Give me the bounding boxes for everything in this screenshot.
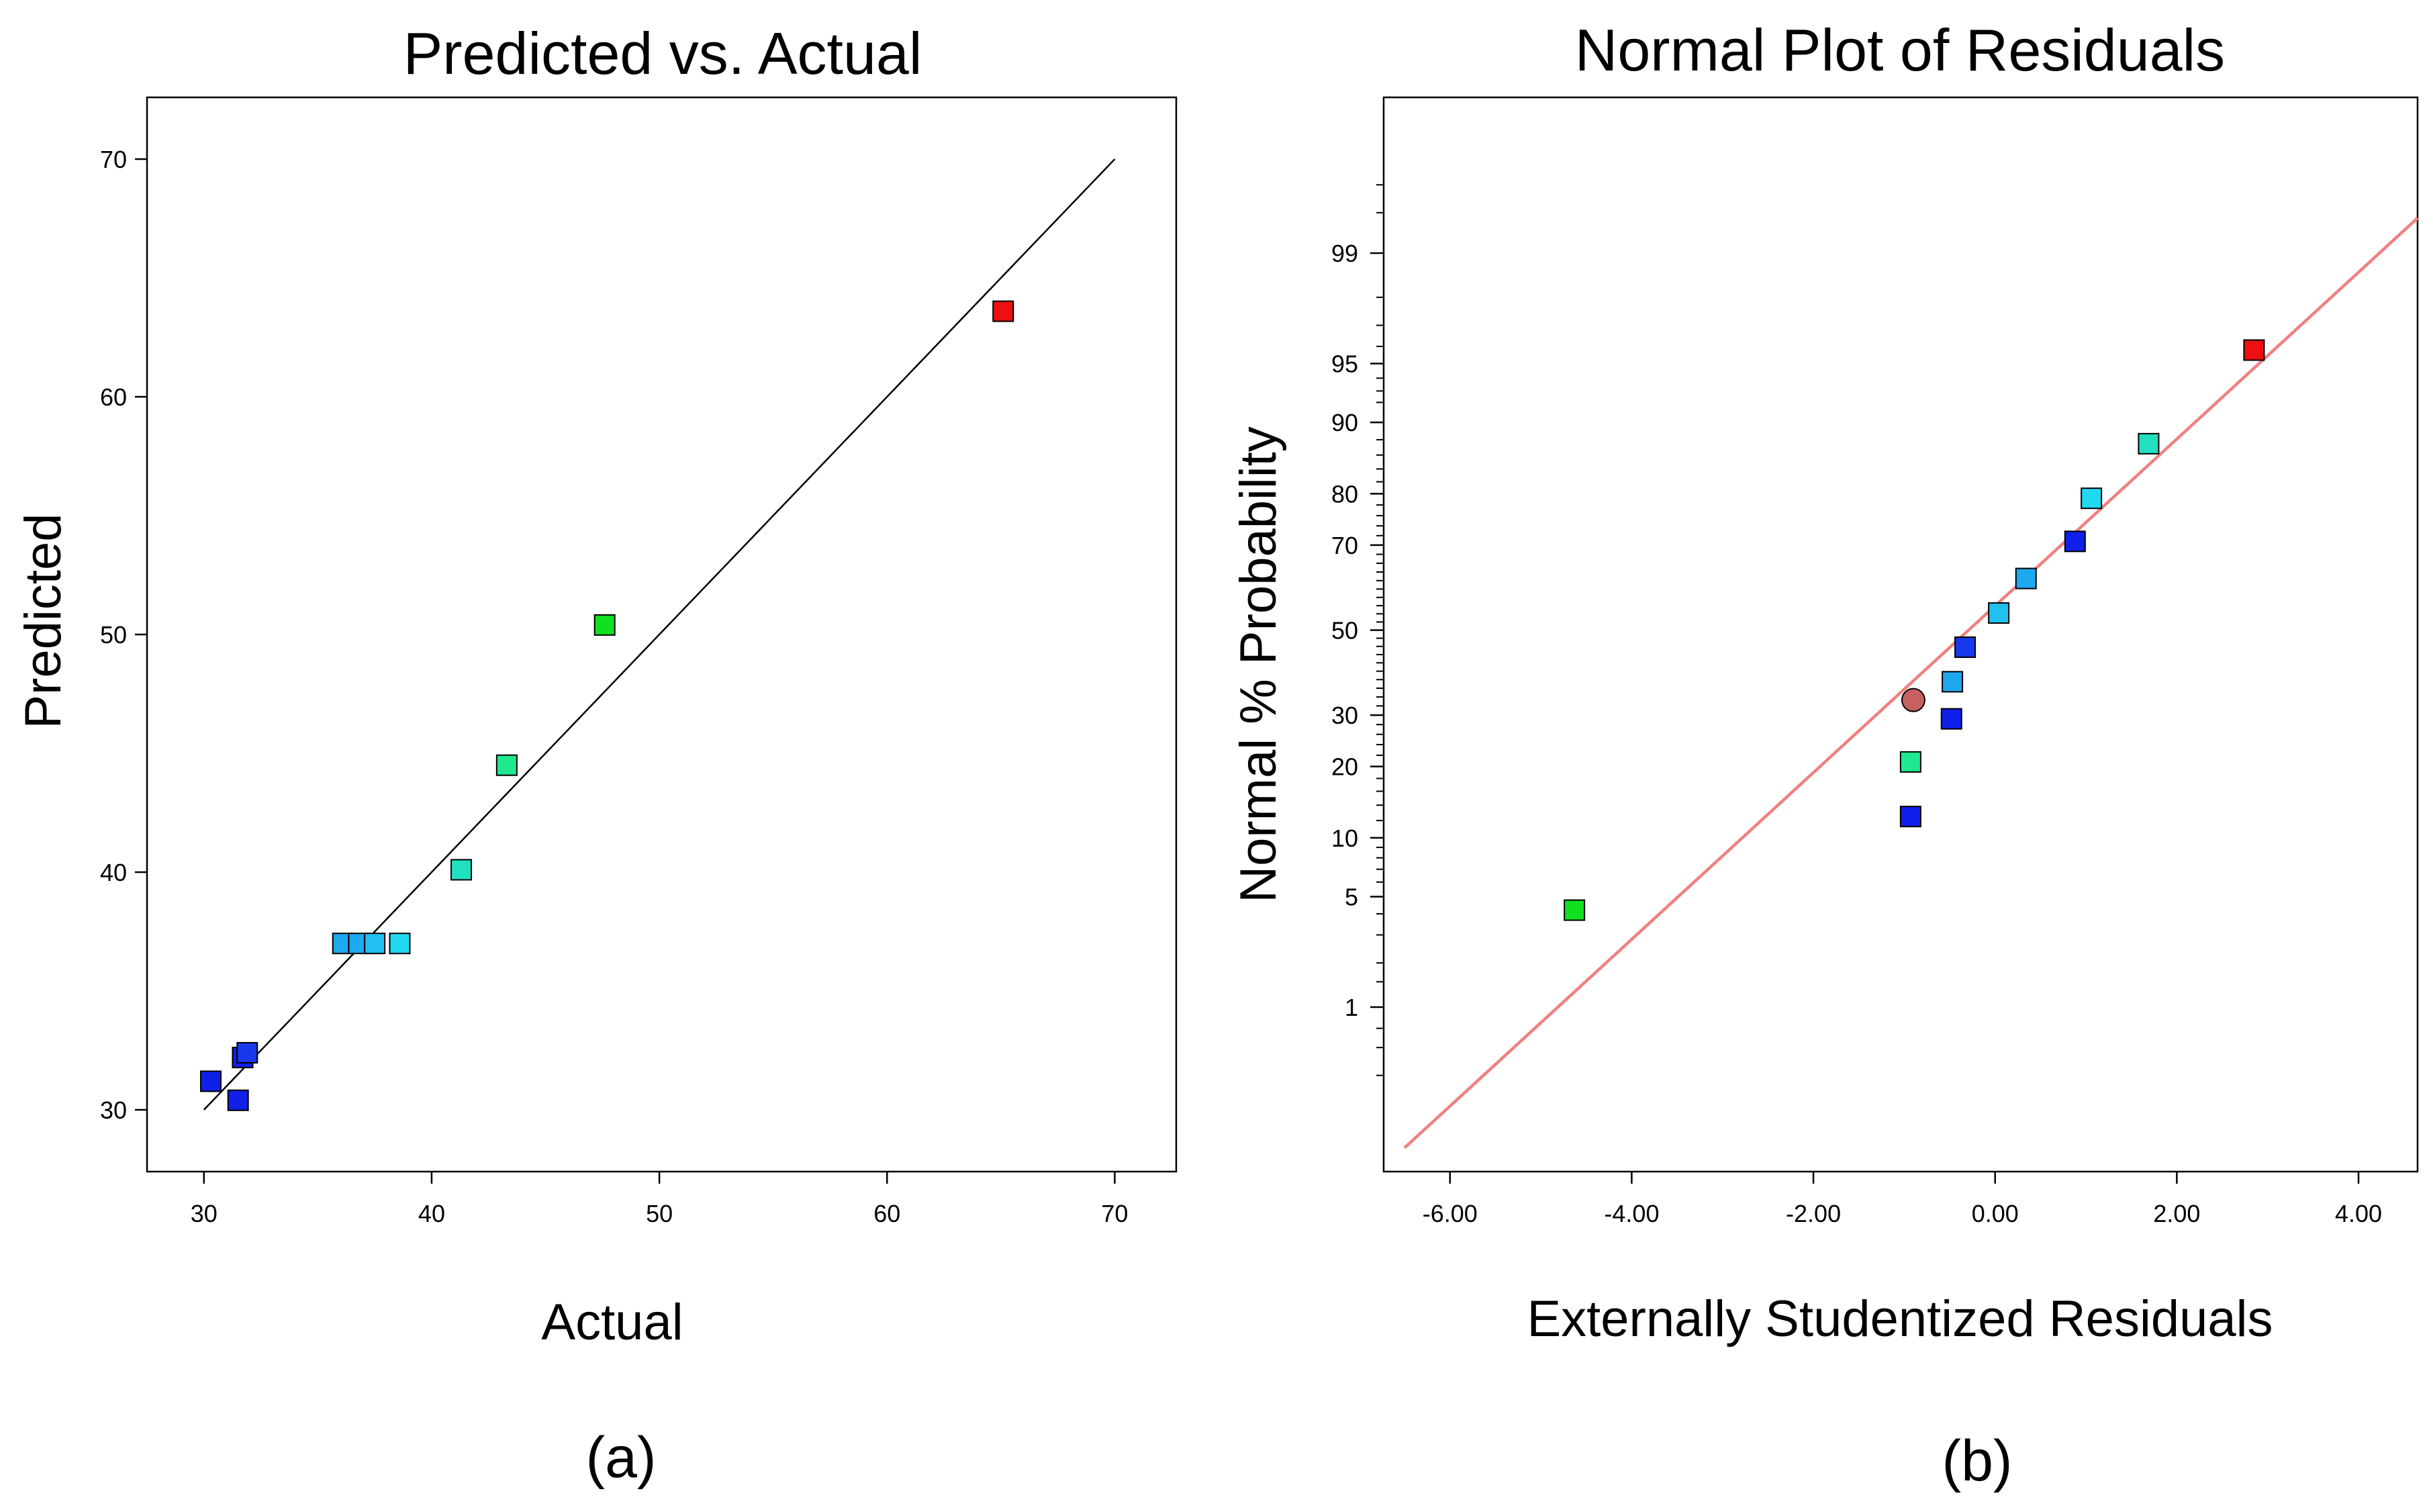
chart-a-x-tick-label: 60 [873, 1200, 900, 1227]
chart-b-y-tick-label: 99 [1331, 240, 1358, 267]
chart-a-data-point [450, 859, 473, 881]
chart-b-data-point [1988, 602, 2010, 624]
chart-b-title: Normal Plot of Residuals [1575, 17, 2225, 83]
chart-a-x-tick-label: 30 [191, 1200, 218, 1227]
chart-b-data-point [1899, 806, 1921, 828]
chart-b-y-label: Normal % Probability [1230, 426, 1287, 903]
chart-a-title: Predicted vs. Actual [403, 20, 922, 87]
chart-a-data-point [495, 754, 518, 776]
chart-b-data-point [1954, 636, 1976, 658]
chart-b-y-tick-label: 95 [1331, 350, 1358, 377]
chart-b-y-axis: 1 5 10 20 30 50 70 80 90 95 99 [1331, 184, 1384, 1076]
chart-a-x-tick-label: 40 [418, 1200, 445, 1227]
chart-b-y-tick-label: 50 [1331, 617, 1358, 645]
panel-label-b: (b) [1942, 1429, 2012, 1493]
chart-a-x-tick-label: 70 [1101, 1200, 1128, 1227]
chart-b-x-tick-label: -6.00 [1423, 1200, 1478, 1227]
chart-b-x-tick-label: 2.00 [2153, 1200, 2200, 1227]
chart-b-data-point [1942, 671, 1964, 693]
chart-a-data-point [992, 300, 1014, 322]
chart-b-data-point [1899, 751, 1921, 773]
chart-a-data-point [593, 614, 616, 636]
chart-a-data-point [389, 933, 411, 955]
panel-label-a: (a) [585, 1425, 656, 1490]
chart-a-data-point [236, 1042, 258, 1064]
chart-a-plot-area [146, 96, 1178, 1173]
chart-b-x-axis: -6.00 -4.00 -2.00 0.00 2.00 4.00 [1423, 1172, 2382, 1227]
chart-b-data-point [1564, 899, 1586, 921]
chart-b-data-point [1901, 688, 1925, 712]
chart-b-x-label: Externally Studentized Residuals [1527, 1290, 2273, 1348]
normal-plot-of-residuals-chart: Normal Plot of Residuals 1 5 10 20 30 50 70 80 9… [1230, 17, 2419, 1493]
chart-b-y-tick-label: 80 [1331, 480, 1358, 508]
chart-a-y-tick-label: 40 [100, 859, 127, 886]
chart-b-x-tick-label: -2.00 [1786, 1200, 1841, 1227]
chart-b-y-tick-label: 30 [1331, 702, 1358, 729]
chart-a-x-axis: 30 40 50 60 70 [191, 1172, 1128, 1227]
chart-a-y-tick-label: 60 [100, 383, 127, 411]
chart-a-reference-line [203, 158, 1116, 1111]
chart-a-y-axis: 30 40 50 60 70 [100, 146, 147, 1124]
chart-b-y-tick-label: 1 [1345, 994, 1358, 1021]
chart-a-y-tick-label: 50 [100, 621, 127, 649]
chart-b-x-tick-label: 4.00 [2335, 1200, 2382, 1227]
predicted-vs-actual-chart: Predicted vs. Actual 30 40 50 60 70 30 40 50 60… [15, 20, 1178, 1490]
chart-b-data-point [1940, 708, 1962, 730]
chart-a-data-point [199, 1070, 222, 1092]
chart-a-data-point [364, 933, 386, 955]
chart-b-data-point [2064, 530, 2086, 553]
chart-b-data-point [2081, 487, 2103, 510]
chart-a-points [199, 300, 1014, 1111]
chart-b-plot-area [1382, 96, 2419, 1173]
chart-b-y-tick-label: 20 [1331, 753, 1358, 781]
chart-a-x-label: Actual [541, 1294, 683, 1351]
chart-b-x-tick-label: 0.00 [1972, 1200, 2019, 1227]
chart-b-data-point [2138, 432, 2160, 455]
chart-b-y-tick-label: 70 [1331, 532, 1358, 559]
chart-a-data-point [227, 1089, 249, 1111]
chart-b-reference-line [1403, 217, 2419, 1149]
chart-b-y-tick-label: 5 [1345, 884, 1358, 911]
chart-a-y-tick-label: 30 [100, 1096, 127, 1124]
chart-a-y-tick-label: 70 [100, 146, 127, 173]
chart-b-data-point [2015, 567, 2037, 589]
chart-b-x-tick-label: -4.00 [1604, 1200, 1659, 1227]
chart-b-data-point [2243, 339, 2265, 361]
chart-b-points [1564, 339, 2265, 921]
chart-a-y-label: Predicted [15, 513, 72, 728]
chart-a-x-tick-label: 50 [646, 1200, 673, 1227]
chart-b-y-tick-label: 10 [1331, 824, 1358, 852]
chart-b-y-tick-label: 90 [1331, 409, 1358, 436]
